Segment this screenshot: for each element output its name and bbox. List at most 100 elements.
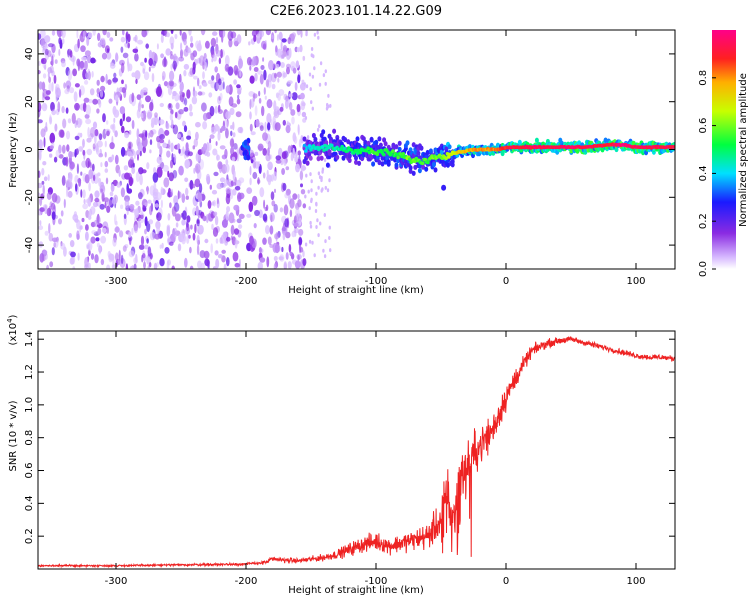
ridge-core-mark [343, 146, 347, 151]
speckle-mark [88, 262, 91, 269]
speckle-mark [316, 218, 319, 223]
speckle-mark [270, 191, 275, 201]
ridge-halo-mark [332, 128, 337, 134]
speckle-mark [321, 167, 325, 172]
speckle-mark [289, 198, 295, 209]
speckle-mark [131, 119, 135, 130]
ridge-halo-mark [450, 158, 455, 165]
speckle-mark [38, 149, 42, 161]
speckle-mark [233, 204, 240, 211]
speckle-mark [196, 218, 200, 227]
speckle-mark [152, 172, 159, 183]
y-tick-label: 0.8 [24, 430, 35, 446]
speckle-mark [79, 61, 85, 70]
speckle-mark [76, 58, 81, 67]
speckle-mark [202, 112, 208, 121]
speckle-mark [183, 63, 190, 70]
speckle-mark [53, 74, 57, 84]
speckle-mark [263, 87, 266, 95]
speckle-mark [131, 227, 134, 236]
speckle-mark [149, 149, 152, 154]
speckle-mark [264, 95, 267, 100]
speckle-mark [181, 232, 186, 242]
speckle-mark [232, 132, 236, 138]
speckle-mark [58, 37, 62, 45]
speckle-mark [61, 175, 66, 186]
spectrogram-x-label: Height of straight line (km) [288, 285, 424, 296]
speckle-mark [77, 252, 80, 261]
speckle-mark [90, 57, 96, 64]
speckle-mark [166, 150, 171, 158]
ridge-core-mark [307, 144, 312, 148]
speckle-mark [44, 96, 51, 101]
speckle-mark [238, 58, 243, 69]
speckle-mark [51, 109, 57, 116]
speckle-mark [189, 265, 194, 269]
speckle-mark [314, 209, 318, 213]
speckle-mark [114, 214, 117, 225]
colorbar-tick-label: 0.4 [698, 165, 709, 181]
speckle-mark [310, 100, 313, 105]
speckle-mark [53, 156, 58, 163]
speckle-mark [319, 221, 322, 226]
speckle-mark [197, 77, 200, 87]
speckle-mark [159, 258, 165, 267]
speckle-mark [265, 79, 269, 88]
speckle-mark [171, 206, 177, 217]
speckle-mark [139, 174, 143, 186]
speckle-mark [202, 82, 208, 87]
speckle-mark [74, 149, 77, 158]
speckle-mark [38, 33, 42, 40]
x-tick-label: 0 [503, 276, 509, 287]
speckle-mark [43, 137, 46, 148]
speckle-mark [100, 258, 105, 266]
ridge-halo-mark [446, 162, 450, 168]
speckle-mark [269, 244, 274, 248]
speckle-mark [90, 236, 96, 244]
speckle-mark [186, 215, 191, 223]
speckle-mark [69, 50, 73, 58]
speckle-mark [294, 151, 299, 157]
speckle-mark [204, 238, 209, 244]
speckle-mark [216, 153, 219, 161]
speckle-mark [56, 30, 63, 38]
speckle-mark [252, 93, 258, 99]
speckle-mark [108, 98, 113, 104]
speckle-mark [81, 56, 87, 61]
blob-mark [246, 154, 251, 161]
speckle-mark [39, 252, 45, 263]
speckle-mark [57, 101, 61, 113]
speckle-mark [75, 104, 78, 110]
speckle-mark [61, 30, 66, 39]
speckle-mark [249, 123, 253, 132]
speckle-mark [211, 189, 218, 195]
speckle-mark [222, 231, 228, 240]
speckle-mark [197, 210, 203, 216]
speckle-mark [119, 118, 123, 127]
speckle-mark [126, 151, 133, 157]
speckle-mark [137, 154, 139, 161]
x-tick-label: -100 [365, 576, 388, 587]
speckle-mark [41, 81, 46, 91]
speckle-mark [236, 218, 242, 224]
speckle-mark [309, 172, 312, 177]
speckle-mark [169, 54, 174, 60]
speckle-mark [97, 32, 101, 42]
ridge-halo-mark [405, 140, 410, 146]
speckle-mark [82, 203, 89, 210]
ridge-halo-mark [394, 162, 399, 168]
speckle-mark [308, 72, 312, 77]
speckle-mark [111, 154, 115, 161]
speckle-mark [106, 31, 111, 38]
speckle-mark [234, 262, 241, 268]
speckle-mark [200, 30, 206, 36]
speckle-mark [82, 189, 86, 199]
speckle-mark [277, 77, 280, 83]
speckle-mark [42, 73, 47, 79]
speckle-mark [323, 213, 326, 217]
speckle-mark [122, 52, 129, 59]
speckle-mark [178, 165, 184, 176]
speckle-mark [257, 70, 263, 75]
speckle-mark [258, 97, 262, 104]
speckle-mark [104, 45, 110, 54]
